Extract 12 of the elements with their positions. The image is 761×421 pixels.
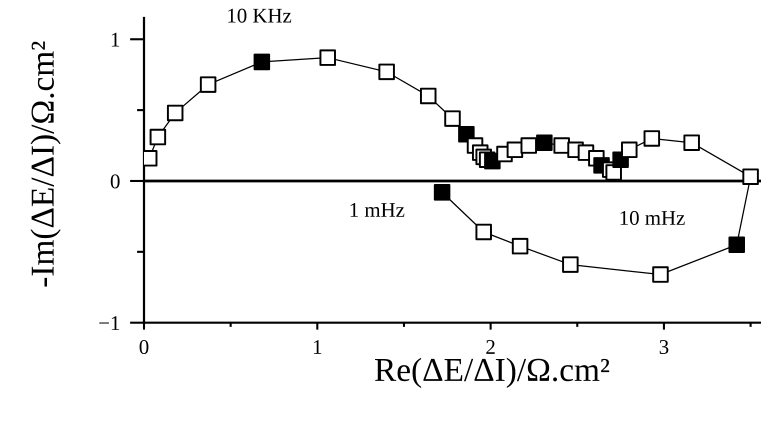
y-tick-label: −1 xyxy=(99,316,120,330)
annotation: 10 mHz xyxy=(620,210,685,225)
y-tick-label: 1 xyxy=(112,32,120,46)
y-tick-label: 0 xyxy=(110,174,120,188)
x-tick-label: 0 xyxy=(140,340,148,354)
x-tick-label: 2 xyxy=(486,340,495,354)
x-tick-label: 1 xyxy=(314,340,322,354)
x-tick-label: 3 xyxy=(660,340,668,354)
annotation: 10 KHz xyxy=(228,8,292,23)
x-axis-title: Re(ΔE/ΔI)/Ω.cm² xyxy=(374,358,610,388)
annotation: 1 mHz xyxy=(350,203,404,217)
y-axis-title: -Im(ΔE/ΔI)/Ω.cm² xyxy=(30,42,61,287)
